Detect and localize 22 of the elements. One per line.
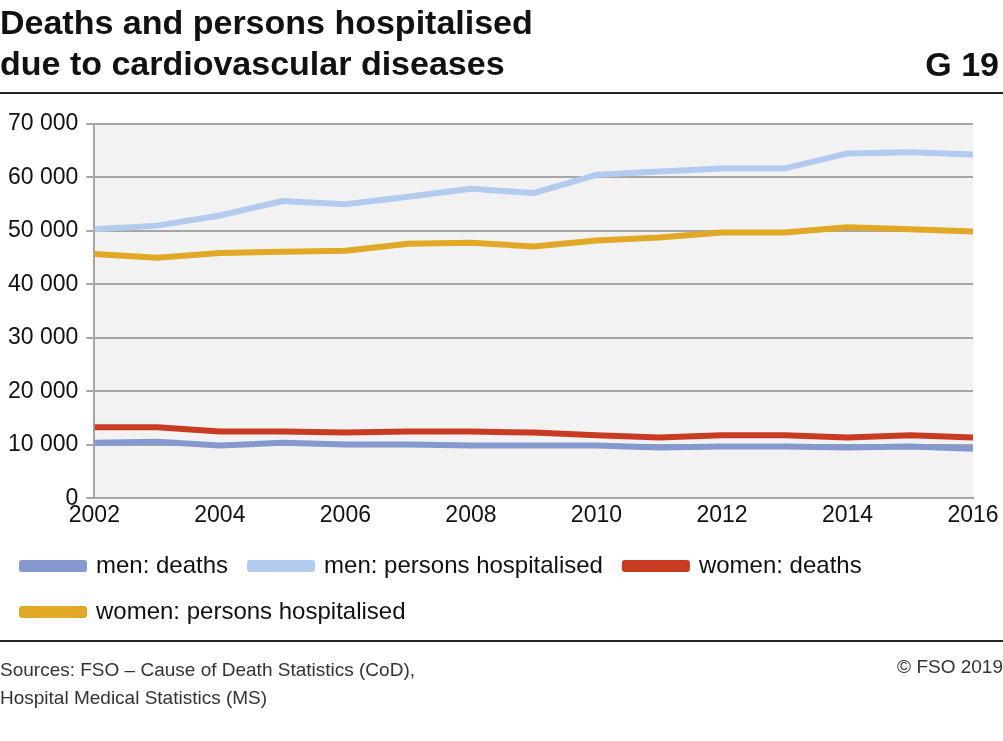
- y-tick-label: 20 000: [7, 376, 79, 403]
- y-tick-label: 40 000: [7, 269, 79, 296]
- text: G 19: [925, 45, 1000, 84]
- x-tick-label: 2010: [570, 500, 623, 527]
- y-tick-label: 30 000: [7, 323, 79, 350]
- legend-label: women: deaths: [697, 550, 862, 578]
- legend-label: women: persons hospitalised: [95, 596, 406, 624]
- x-tick-label: 2012: [696, 500, 748, 527]
- x-tick-label: 2014: [821, 500, 874, 527]
- y-tick-label: 10 000: [7, 430, 79, 457]
- legend-label: men: deaths: [96, 550, 229, 578]
- x-tick-label: 2008: [445, 500, 497, 527]
- x-tick-label: 2006: [319, 500, 371, 527]
- chart-title: Deaths and persons hospitalised due to cardiovascular diseases: [0, 2, 533, 84]
- x-tick-label: 2016: [947, 500, 999, 527]
- y-tick-label: 70 000: [7, 109, 79, 136]
- y-tick-label: 60 000: [7, 162, 79, 189]
- source-note: Sources: FSO – Cause of Death Statistics (CoD), Hospital Medical Statistics (MS): [0, 658, 415, 710]
- y-tick-label: 50 000: [7, 216, 79, 243]
- legend-label: men: persons hospitalised: [324, 550, 603, 578]
- text: © FSO 2019: [897, 656, 1003, 679]
- x-tick-label: 2004: [194, 500, 246, 527]
